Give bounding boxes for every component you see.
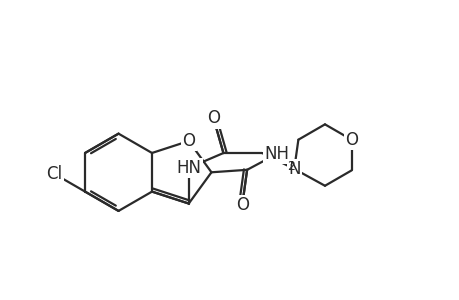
Text: HN: HN xyxy=(176,159,201,177)
Text: O: O xyxy=(207,109,219,127)
Text: NH: NH xyxy=(264,145,289,163)
Text: N: N xyxy=(287,160,300,178)
Text: 2: 2 xyxy=(286,160,294,173)
Text: O: O xyxy=(182,132,195,150)
Text: O: O xyxy=(235,196,248,214)
Text: Cl: Cl xyxy=(46,165,62,183)
Text: O: O xyxy=(344,131,357,149)
